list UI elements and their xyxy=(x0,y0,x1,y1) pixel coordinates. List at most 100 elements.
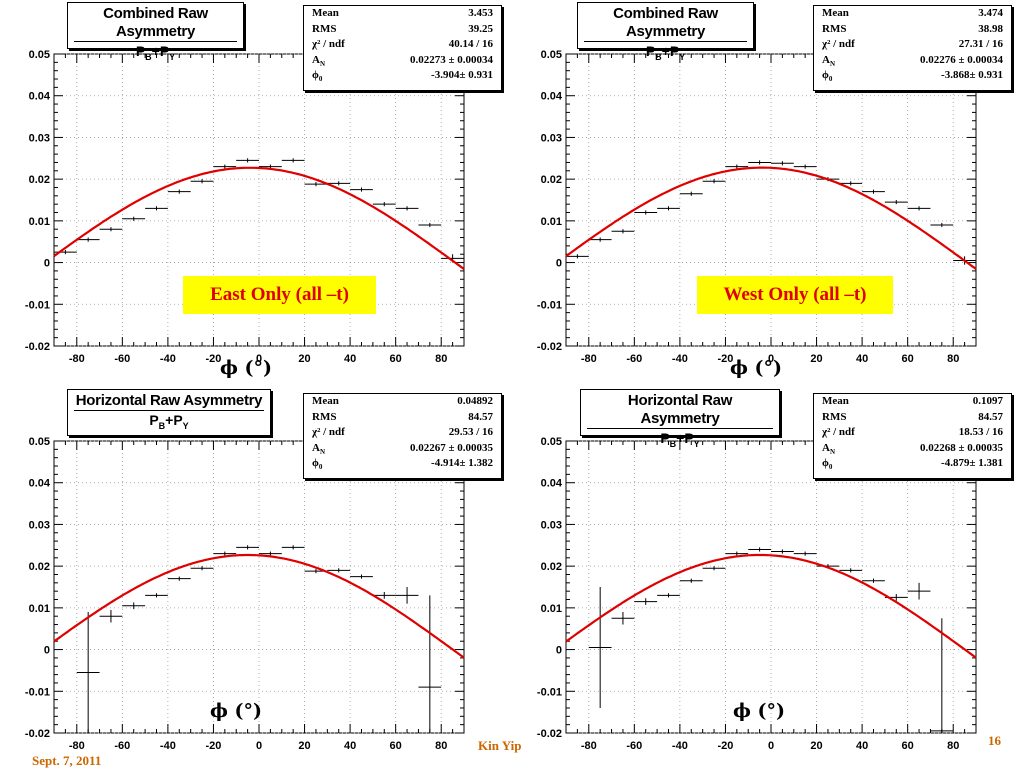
stat-row-mean: Mean 0.1097 xyxy=(822,395,1003,407)
chart-horizontal-1: -80 -60 -40 -20 0 20 40 60 80 -0.02 -0.01 0 0.01 0.02… xyxy=(25,436,465,752)
stat-row-phi0: ϕ0 -4.914± 1.382 xyxy=(312,457,493,472)
y-tick-label: 0.05 xyxy=(29,49,50,61)
x-tick-label: 80 xyxy=(435,353,447,365)
y-tick-label: -0.02 xyxy=(25,341,50,353)
y-tick-label: -0.01 xyxy=(25,299,50,311)
x-tick-label: -40 xyxy=(160,353,176,365)
chart-title: Horizontal Raw Asymmetry xyxy=(74,392,264,411)
data-point xyxy=(839,181,863,186)
data-point xyxy=(145,206,168,211)
y-tick-label: -0.01 xyxy=(25,686,50,698)
stats-box: Mean 3.474 RMS 38.98 χ² / ndf 27.31 / 16 AN… xyxy=(813,5,1012,91)
data-point xyxy=(748,547,771,552)
data-point xyxy=(190,179,214,184)
data-point xyxy=(395,587,419,604)
data-point xyxy=(327,568,351,573)
data-point xyxy=(167,576,191,581)
stat-row-phi0: ϕ0 -4.879± 1.381 xyxy=(822,457,1003,472)
y-tick-label: 0 xyxy=(556,645,562,657)
data-point xyxy=(281,545,305,550)
data-point xyxy=(350,574,373,579)
x-tick-label: -20 xyxy=(717,740,733,752)
data-point xyxy=(259,551,282,556)
data-point xyxy=(76,237,100,242)
data-point xyxy=(748,160,771,165)
y-tick-label: 0.01 xyxy=(541,603,562,615)
x-tick-label: -20 xyxy=(205,353,221,365)
x-tick-label: -80 xyxy=(581,740,597,752)
fit-curve xyxy=(565,166,977,270)
data-point xyxy=(702,179,726,184)
region-label-east: East Only (all –t) xyxy=(183,276,376,314)
x-tick-label: 0 xyxy=(256,353,262,365)
data-point xyxy=(418,595,442,733)
x-tick-label: 20 xyxy=(810,740,822,752)
stats-box: Mean 0.1097 RMS 84.57 χ² / ndf 18.53 / 16 A… xyxy=(813,393,1012,479)
y-tick-label: 0.01 xyxy=(541,216,562,228)
stat-row-chi2: χ² / ndf 18.53 / 16 xyxy=(822,426,1003,438)
x-tick-label: -40 xyxy=(672,740,688,752)
footer-date: Sept. 7, 2011 xyxy=(32,753,102,768)
data-point xyxy=(862,189,885,194)
y-tick-label: 0.01 xyxy=(29,216,50,228)
y-tick-label: 0.05 xyxy=(541,49,562,61)
stat-row-rms: RMS 38.98 xyxy=(822,22,1003,35)
data-point xyxy=(679,578,703,583)
data-point xyxy=(99,227,123,232)
data-point xyxy=(213,551,237,556)
x-tick-label: 60 xyxy=(390,740,402,752)
data-point xyxy=(122,216,146,221)
y-tick-label: 0.04 xyxy=(29,478,51,490)
stat-row-chi2: χ² / ndf 27.31 / 16 xyxy=(822,38,1003,50)
data-point xyxy=(236,545,259,550)
data-point xyxy=(350,187,373,192)
data-point xyxy=(907,582,931,600)
data-point xyxy=(725,551,749,556)
x-tick-label: -60 xyxy=(114,740,130,752)
data-point xyxy=(793,551,817,556)
data-point xyxy=(99,609,123,623)
chart-subtitle: PB+PY xyxy=(149,412,189,431)
data-point xyxy=(930,222,954,228)
y-tick-label: 0.02 xyxy=(29,561,50,573)
stat-row-an: AN 0.02276 ± 0.00034 xyxy=(822,53,1003,68)
stat-row-mean: Mean 3.453 xyxy=(312,7,493,19)
data-point xyxy=(657,206,680,211)
y-tick-label: 0.05 xyxy=(29,436,50,448)
x-tick-label: 60 xyxy=(902,353,914,365)
data-point xyxy=(771,549,794,554)
x-axis-label: ϕ (°) xyxy=(733,700,785,722)
y-tick-label: 0.04 xyxy=(541,91,563,103)
stat-row-phi0: ϕ0 -3.904± 0.931 xyxy=(312,69,493,84)
chart-title: Combined Raw Asymmetry xyxy=(584,5,747,42)
x-tick-label: -20 xyxy=(717,353,733,365)
chart-subtitle: PB+PY xyxy=(135,43,176,62)
y-tick-label: 0.02 xyxy=(541,561,562,573)
y-tick-label: 0.03 xyxy=(29,132,50,144)
chart-title-box: Horizontal Raw Asymmetry PB+PY xyxy=(580,389,780,449)
data-point xyxy=(702,566,726,571)
stats-box: Mean 0.04892 RMS 84.57 χ² / ndf 29.53 / 16 … xyxy=(303,393,502,479)
stat-row-rms: RMS 39.25 xyxy=(312,22,493,35)
chart-title-box: Combined Raw Asymmetry PB+PY xyxy=(67,2,244,62)
x-tick-label: -80 xyxy=(581,353,597,365)
chart-title: Combined Raw Asymmetry xyxy=(74,5,237,42)
data-point xyxy=(725,164,749,169)
x-tick-label: 20 xyxy=(810,353,822,365)
data-point xyxy=(190,566,214,571)
data-point xyxy=(236,158,259,163)
x-tick-label: -20 xyxy=(205,740,221,752)
stats-box: Mean 3.453 RMS 39.25 χ² / ndf 40.14 / 16 AN… xyxy=(303,5,502,91)
stat-row-phi0: ϕ0 -3.868± 0.931 xyxy=(822,69,1003,84)
x-tick-label: 0 xyxy=(768,740,774,752)
y-tick-label: 0 xyxy=(556,258,562,270)
y-tick-label: 0.03 xyxy=(29,519,50,531)
fit-curve xyxy=(53,553,465,659)
y-tick-label: -0.02 xyxy=(537,728,562,740)
fit-curve xyxy=(565,553,977,659)
stat-row-an: AN 0.02268 ± 0.00035 xyxy=(822,441,1003,456)
x-axis-label: ϕ (°) xyxy=(730,357,782,379)
data-point xyxy=(327,181,351,186)
footer-page-number: 16 xyxy=(988,733,1001,748)
data-point xyxy=(395,206,419,211)
